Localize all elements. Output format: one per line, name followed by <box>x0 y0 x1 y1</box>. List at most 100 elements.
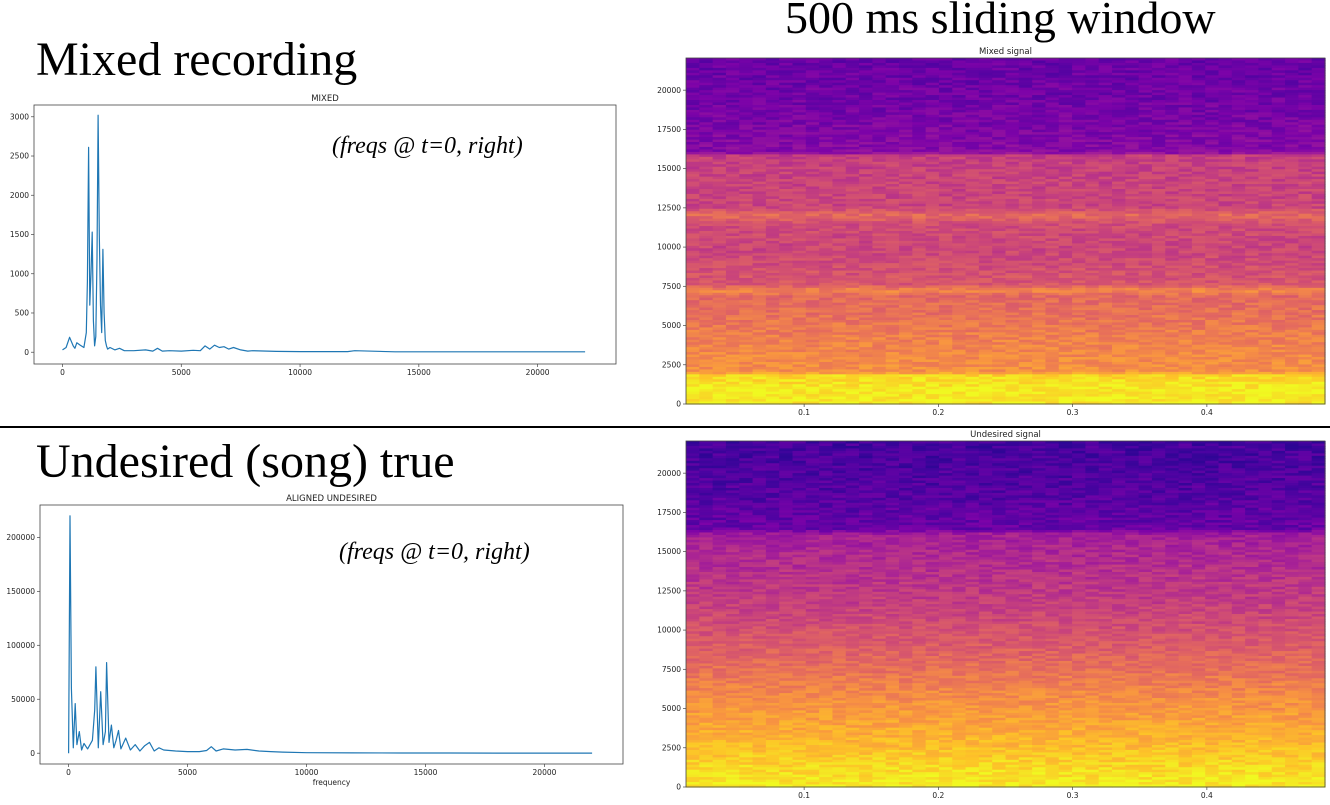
heatmap-cell <box>765 280 780 284</box>
heatmap-cell <box>1018 285 1033 289</box>
heatmap-cell <box>1098 151 1113 155</box>
heatmap-cell <box>938 179 953 183</box>
heatmap-cell <box>1032 297 1047 301</box>
heatmap-cell <box>1245 273 1260 277</box>
heatmap-cell <box>1298 62 1313 67</box>
heatmap-cell <box>1285 109 1299 113</box>
heatmap-cell <box>1138 124 1153 128</box>
heatmap-cell <box>832 70 847 74</box>
heatmap-cell <box>779 87 794 91</box>
heatmap-cell <box>965 238 980 242</box>
heatmap-cell <box>1231 100 1246 104</box>
heatmap-cell <box>1191 72 1206 76</box>
heatmap-cell <box>1125 90 1140 94</box>
heatmap-cell <box>805 77 820 81</box>
heatmap-cell <box>1085 280 1100 284</box>
heatmap-cell <box>686 307 700 311</box>
heatmap-cell <box>978 201 993 205</box>
heatmap-cell <box>1032 77 1047 81</box>
heatmap-cell <box>1018 235 1033 240</box>
heatmap-cell <box>1005 122 1020 126</box>
heatmap-cell <box>1032 139 1047 143</box>
heatmap-cell <box>992 243 1007 247</box>
heatmap-cell <box>1072 268 1086 272</box>
heatmap-cell <box>739 270 754 274</box>
heatmap-cell <box>686 263 700 267</box>
heatmap-cell <box>872 265 887 269</box>
heatmap-cell <box>899 270 913 274</box>
heatmap-cell <box>832 203 847 207</box>
heatmap-cell <box>765 164 780 168</box>
heatmap-cell <box>1231 275 1246 279</box>
heatmap-cell <box>992 164 1007 168</box>
heatmap-cell <box>925 174 940 178</box>
heatmap-cell <box>1125 139 1140 143</box>
heatmap-cell <box>725 174 740 178</box>
heatmap-cell <box>686 144 700 148</box>
heatmap-cell <box>779 206 794 210</box>
heatmap-cell <box>965 122 980 126</box>
heatmap-cell <box>1285 95 1299 99</box>
heatmap-cell <box>832 282 847 286</box>
heatmap-cell <box>899 92 913 96</box>
heatmap-cell <box>1165 95 1180 99</box>
heatmap-cell <box>938 156 953 160</box>
y-tick-label: 1500 <box>10 230 29 239</box>
heatmap-cell <box>779 184 794 188</box>
heatmap-cell <box>1191 87 1206 91</box>
heatmap-cell <box>1138 107 1153 111</box>
heatmap-cell <box>992 250 1007 254</box>
heatmap-cell <box>1191 151 1206 155</box>
heatmap-cell <box>725 90 740 94</box>
heatmap-cell <box>938 60 953 64</box>
heatmap-cell <box>1085 70 1100 74</box>
heatmap-cell <box>965 65 980 69</box>
heatmap-cell <box>859 203 873 207</box>
heatmap-cell <box>1285 280 1299 284</box>
heatmap-cell <box>712 248 727 252</box>
heatmap-cell <box>1138 184 1153 188</box>
heatmap-cell <box>845 161 860 165</box>
heatmap-cell <box>1151 80 1166 84</box>
heatmap-cell <box>1151 124 1166 128</box>
heatmap-cell <box>1245 211 1260 215</box>
heatmap-cell <box>845 270 860 274</box>
heatmap-cell <box>1218 250 1233 254</box>
heatmap-cell <box>1271 282 1286 286</box>
heatmap-cell <box>1298 231 1313 235</box>
heatmap-cell <box>1205 87 1220 91</box>
heatmap-cell <box>978 62 993 67</box>
heatmap-cell <box>699 181 714 185</box>
heatmap-cell <box>872 149 887 153</box>
heatmap-cell <box>899 238 913 242</box>
heatmap-cell <box>1311 87 1326 91</box>
heatmap-cell <box>1191 92 1206 96</box>
heatmap-cell <box>1165 302 1180 306</box>
heatmap-cell <box>1112 203 1126 207</box>
heatmap-cell <box>1178 233 1193 237</box>
heatmap-cell <box>1098 179 1113 183</box>
heatmap-cell <box>1125 181 1140 185</box>
heatmap-cell <box>912 119 927 123</box>
heatmap-cell <box>1018 265 1033 269</box>
heatmap-cell <box>1138 151 1153 155</box>
heatmap-cell <box>952 137 967 141</box>
heatmap-cell <box>699 179 714 183</box>
heatmap-cell <box>819 169 834 173</box>
heatmap-cell <box>1285 198 1299 202</box>
heatmap-cell <box>1045 201 1060 205</box>
heatmap-cell <box>1298 208 1313 212</box>
heatmap-cell <box>1032 295 1047 299</box>
heatmap-cell <box>739 124 754 128</box>
heatmap-cell <box>1151 213 1166 217</box>
heatmap-cell <box>1271 196 1286 200</box>
heatmap-cell <box>1218 273 1233 277</box>
heatmap-cell <box>938 228 953 232</box>
heatmap-cell <box>686 156 700 160</box>
heatmap-cell <box>845 92 860 96</box>
heatmap-cell <box>1285 156 1299 160</box>
heatmap-cell <box>978 258 993 262</box>
heatmap-cell <box>1018 253 1033 257</box>
heatmap-cell <box>859 218 873 222</box>
heatmap-cell <box>1218 102 1233 106</box>
